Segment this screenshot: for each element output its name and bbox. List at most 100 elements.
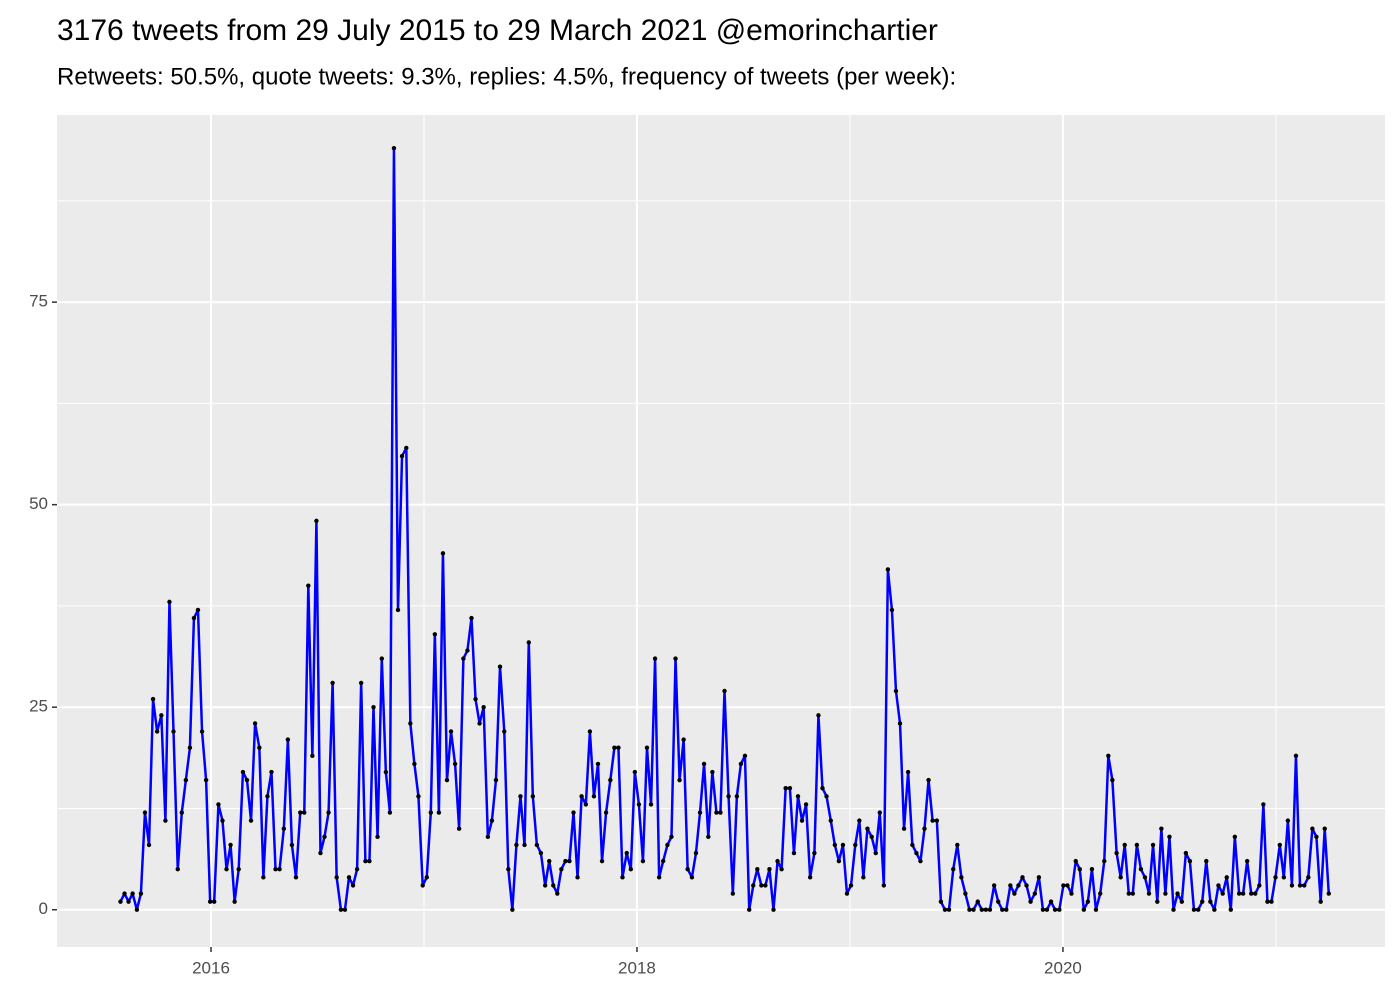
data-point xyxy=(257,745,262,750)
data-point xyxy=(575,875,580,880)
data-point xyxy=(1196,907,1201,912)
data-point xyxy=(848,883,854,888)
data-point xyxy=(1293,753,1299,759)
data-point xyxy=(571,810,576,815)
data-point xyxy=(1057,907,1062,912)
data-point xyxy=(138,891,144,896)
data-point xyxy=(534,842,540,848)
data-point xyxy=(1236,891,1242,896)
data-point xyxy=(955,842,960,848)
data-point xyxy=(616,745,621,750)
data-point xyxy=(412,761,417,767)
data-point xyxy=(1130,891,1136,896)
data-point xyxy=(1232,834,1238,840)
data-point xyxy=(404,445,409,451)
data-point xyxy=(497,664,503,669)
data-point xyxy=(885,567,891,572)
data-point xyxy=(747,907,752,912)
data-point xyxy=(1004,907,1009,912)
data-point xyxy=(1098,891,1103,896)
data-point xyxy=(338,907,344,912)
data-point xyxy=(693,850,699,856)
data-point xyxy=(1302,883,1307,888)
data-point xyxy=(934,818,940,823)
data-point xyxy=(526,640,531,645)
data-point xyxy=(199,729,205,734)
data-point xyxy=(481,705,486,710)
data-point xyxy=(1012,891,1017,896)
data-point xyxy=(652,656,658,661)
data-point xyxy=(1069,891,1074,896)
data-point xyxy=(1020,875,1025,880)
data-point xyxy=(1322,826,1327,831)
data-point xyxy=(996,899,1001,904)
data-point xyxy=(901,826,907,831)
data-point xyxy=(1187,858,1193,864)
data-point xyxy=(669,834,674,840)
data-point xyxy=(142,810,148,815)
data-point xyxy=(261,875,266,880)
data-point xyxy=(755,867,760,872)
data-point xyxy=(175,867,180,872)
data-point xyxy=(836,858,842,864)
data-point xyxy=(371,705,376,710)
data-point xyxy=(1191,907,1197,912)
data-point xyxy=(493,777,499,783)
data-point xyxy=(383,769,389,775)
data-point xyxy=(363,858,368,864)
data-point xyxy=(318,850,323,856)
data-point xyxy=(595,761,601,767)
data-point xyxy=(783,786,788,791)
data-point xyxy=(1240,891,1246,896)
data-point xyxy=(1220,891,1225,896)
data-point xyxy=(1297,883,1303,888)
data-point xyxy=(367,858,372,864)
data-point xyxy=(1073,858,1078,864)
data-point xyxy=(547,858,552,864)
data-point xyxy=(167,599,172,605)
data-point xyxy=(775,858,780,864)
data-point xyxy=(1200,899,1205,904)
data-point xyxy=(979,907,985,912)
x-tick-label: 2018 xyxy=(618,958,656,977)
data-point xyxy=(326,810,331,815)
data-point xyxy=(265,794,270,799)
data-point xyxy=(1052,907,1058,912)
data-point xyxy=(599,858,605,864)
y-tick-label: 50 xyxy=(29,494,48,513)
data-point xyxy=(461,656,466,661)
data-point xyxy=(1179,899,1185,904)
data-point xyxy=(1253,891,1258,896)
data-point xyxy=(799,818,805,823)
data-point xyxy=(881,883,887,888)
data-point xyxy=(1081,907,1087,912)
data-point xyxy=(869,834,874,840)
chart-title: 3176 tweets from 29 July 2015 to 29 Marc… xyxy=(57,14,938,47)
data-point xyxy=(1265,899,1270,904)
data-point xyxy=(640,858,646,864)
data-point xyxy=(555,891,560,896)
data-point xyxy=(510,907,515,912)
data-point xyxy=(346,875,352,880)
data-point xyxy=(673,656,678,661)
data-point xyxy=(857,818,862,823)
data-point xyxy=(354,867,360,872)
data-point xyxy=(330,680,335,686)
data-point xyxy=(563,858,568,864)
data-point xyxy=(452,761,458,767)
data-point xyxy=(408,721,413,726)
data-point xyxy=(432,632,438,637)
data-point xyxy=(1142,875,1148,880)
data-point xyxy=(706,834,711,840)
data-point xyxy=(179,810,185,815)
data-point xyxy=(269,769,274,775)
data-point xyxy=(840,842,846,848)
data-point xyxy=(1093,907,1099,912)
data-point xyxy=(420,883,425,888)
data-point xyxy=(228,842,233,848)
data-point xyxy=(285,737,291,742)
data-point xyxy=(248,818,254,823)
chart-subtitle: Retweets: 50.5%, quote tweets: 9.3%, rep… xyxy=(57,63,956,90)
data-point xyxy=(391,146,397,151)
